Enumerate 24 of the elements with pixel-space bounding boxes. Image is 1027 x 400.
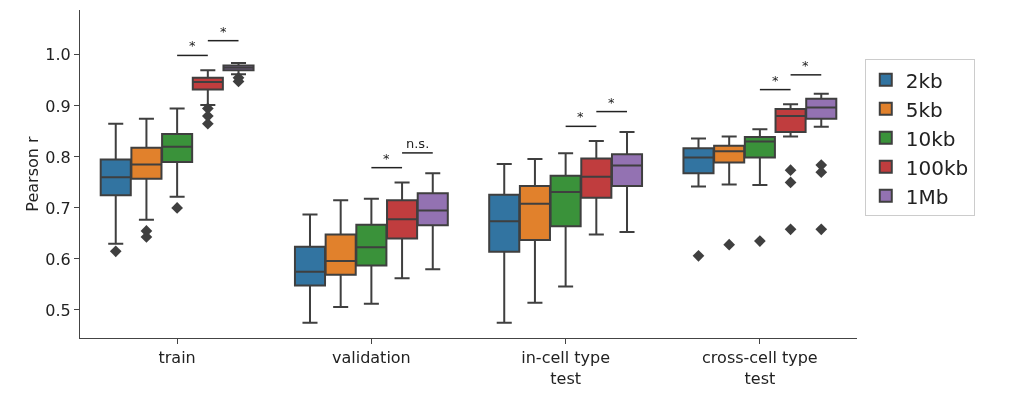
annotation: * (220, 24, 227, 39)
annotation: * (772, 73, 779, 88)
legend-label: 10kb (905, 126, 956, 151)
annotation: * (608, 95, 615, 110)
y-tick-label: 0.7 (45, 198, 71, 218)
legend-label: 100kb (905, 155, 969, 180)
x-tick-label: train (158, 348, 196, 368)
x-tick-label: cross-cell type test (702, 348, 818, 388)
y-tick-label: 1.0 (45, 45, 71, 65)
x-tick-label: validation (331, 348, 411, 368)
y-tick-label: 0.8 (45, 147, 71, 167)
y-tick-label: 0.6 (45, 249, 71, 269)
annotation: n.s. (406, 136, 430, 151)
y-tick-label: 0.5 (45, 300, 71, 320)
legend-label: 2kb (905, 68, 943, 93)
legend-label: 1Mb (905, 184, 949, 209)
legend-label: 5kb (905, 97, 943, 122)
annotation: * (802, 58, 809, 73)
annotation: * (383, 151, 390, 166)
annotation: * (189, 38, 196, 53)
y-tick-label: 0.9 (45, 96, 71, 116)
x-tick-label: in-cell type test (521, 348, 610, 388)
annotation: * (577, 109, 584, 124)
y-axis-title: Pearson r (23, 135, 42, 212)
